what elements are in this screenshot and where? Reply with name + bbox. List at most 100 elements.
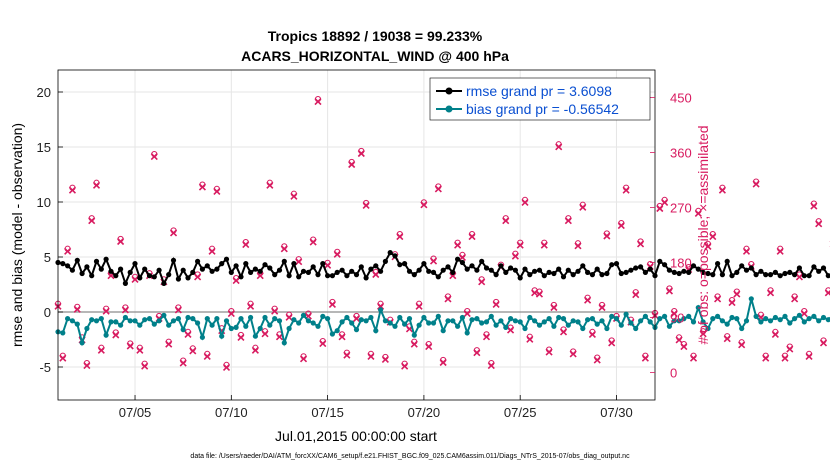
rmse-point bbox=[272, 272, 278, 278]
bias-point bbox=[705, 325, 711, 332]
bias-point bbox=[127, 318, 133, 324]
bias-point bbox=[339, 319, 345, 325]
obs-assimilated-marker bbox=[791, 295, 799, 303]
bias-point bbox=[223, 318, 230, 324]
y2-tick-label: 360 bbox=[670, 146, 692, 161]
rmse-point bbox=[604, 270, 610, 277]
bias-point bbox=[69, 318, 75, 324]
rmse-point bbox=[310, 264, 316, 270]
obs-assimilated-marker bbox=[348, 160, 356, 169]
obs-assimilated-marker bbox=[478, 278, 486, 286]
obs-assimilated-marker bbox=[738, 341, 746, 349]
obs-count-point bbox=[141, 360, 149, 370]
rmse-point bbox=[724, 258, 730, 264]
legend: rmse grand pr = 3.6098 bias grand pr = -… bbox=[429, 77, 651, 121]
obs-assimilated-marker bbox=[232, 277, 240, 285]
bias-point bbox=[690, 319, 697, 325]
rmse-point bbox=[613, 261, 620, 267]
obs-count-point bbox=[444, 293, 452, 303]
obs-assimilated-marker bbox=[540, 241, 548, 249]
rmse-point bbox=[430, 269, 437, 275]
bias-point bbox=[628, 320, 634, 326]
obs-assimilated-marker bbox=[198, 183, 207, 191]
bias-point bbox=[536, 322, 543, 328]
rmse-point bbox=[243, 261, 249, 267]
rmse-point bbox=[825, 273, 830, 279]
rmse-point bbox=[209, 268, 215, 274]
legend-rmse-label: rmse grand pr = 3.6098 bbox=[466, 83, 612, 99]
bias-point bbox=[228, 325, 234, 332]
rmse-point bbox=[286, 273, 292, 279]
y-tick-label: 15 bbox=[37, 140, 51, 155]
rmse-point bbox=[666, 267, 673, 273]
bias-point bbox=[589, 316, 596, 322]
rmse-point bbox=[681, 268, 687, 274]
obs-assimilated-marker bbox=[458, 253, 466, 261]
rmse-point bbox=[710, 272, 716, 278]
obs-assimilated-marker bbox=[401, 362, 409, 370]
bias-point bbox=[541, 319, 547, 325]
bias-point bbox=[315, 323, 321, 329]
obs-assimilated-marker bbox=[285, 313, 293, 321]
obs-assimilated-marker bbox=[535, 290, 544, 298]
obs-count-point bbox=[247, 300, 255, 310]
obs-count-point bbox=[333, 248, 341, 258]
obs-count-point bbox=[526, 333, 534, 343]
obs-assimilated-marker bbox=[482, 333, 491, 341]
bias-point bbox=[825, 317, 830, 323]
obs-assimilated-marker bbox=[256, 272, 264, 280]
rmse-point bbox=[411, 272, 417, 278]
obs-assimilated-marker bbox=[502, 217, 510, 225]
obs-count-point bbox=[478, 276, 486, 286]
rmse-point bbox=[695, 266, 701, 272]
bias-point bbox=[272, 316, 278, 322]
y2-tick-label: 0 bbox=[670, 366, 677, 381]
obs-count-point bbox=[213, 185, 221, 195]
bias-point bbox=[286, 325, 292, 332]
obs-assimilated-marker bbox=[415, 302, 423, 310]
rmse-point bbox=[252, 266, 258, 272]
obs-count-point bbox=[357, 147, 365, 158]
obs-count-point bbox=[396, 231, 404, 241]
bias-point bbox=[483, 319, 490, 325]
obs-count-point bbox=[559, 326, 568, 336]
obs-assimilated-marker bbox=[593, 356, 601, 364]
rmse-point bbox=[811, 264, 817, 270]
bias-point bbox=[772, 314, 779, 321]
obs-assimilated-marker bbox=[429, 257, 438, 265]
bias-point bbox=[219, 333, 225, 339]
obs-assimilated-marker bbox=[299, 355, 308, 363]
obs-count-point bbox=[242, 238, 250, 249]
bias-point bbox=[575, 319, 581, 325]
obs-assimilated-marker bbox=[362, 201, 370, 210]
bias-point bbox=[604, 325, 610, 332]
legend-box bbox=[429, 77, 651, 121]
bias-point bbox=[676, 318, 682, 324]
obs-count-point bbox=[179, 357, 187, 367]
rmse-point bbox=[358, 264, 364, 270]
obs-assimilated-marker bbox=[165, 340, 173, 348]
obs-assimilated-marker bbox=[92, 181, 101, 189]
obs-count-point bbox=[102, 305, 110, 315]
rmse-point bbox=[146, 273, 153, 279]
rmse-point bbox=[204, 263, 210, 269]
rmse-point bbox=[339, 267, 345, 273]
obs-assimilated-marker bbox=[420, 201, 428, 209]
obs-count-point bbox=[656, 202, 664, 213]
chart-title: Tropics 18892 / 19038 = 99.233% bbox=[268, 28, 483, 44]
rmse-point bbox=[748, 265, 754, 271]
bias-point bbox=[108, 319, 114, 325]
obs-assimilated-marker bbox=[126, 342, 134, 350]
rmse-point bbox=[686, 269, 692, 275]
rmse-point bbox=[445, 264, 451, 270]
rmse-point bbox=[98, 266, 104, 272]
obs-count-point bbox=[593, 354, 601, 364]
obs-assimilated-marker bbox=[102, 307, 110, 315]
obs-count-point bbox=[237, 331, 245, 342]
bias-point bbox=[743, 318, 750, 324]
rmse-point bbox=[223, 256, 230, 262]
obs-assimilated-marker bbox=[338, 333, 346, 341]
rmse-point bbox=[440, 267, 446, 273]
bias-point bbox=[811, 313, 817, 319]
bias-point bbox=[440, 328, 446, 334]
